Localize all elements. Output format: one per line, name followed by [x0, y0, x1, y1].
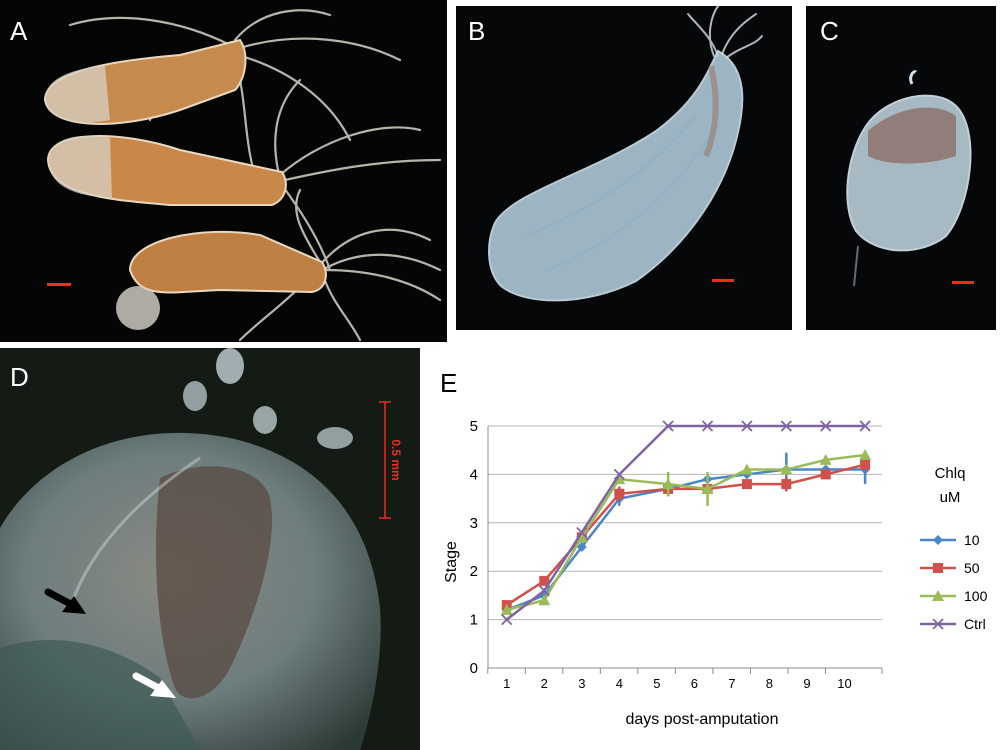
- stage-line-chart: 0 1 2 3 4 5 1 2 3 4 5 6 7 8 9 10 Chlq uM 10 50 100 Ctrl days…: [443, 418, 988, 728]
- panel-b-label: B: [468, 16, 486, 46]
- data-point: [613, 473, 626, 485]
- x-tick-label: 4: [616, 676, 623, 691]
- x-tick-label: 1: [503, 676, 510, 691]
- x-tick-label: 7: [728, 676, 735, 691]
- hydra-elongated-image: [456, 6, 792, 330]
- x-axis-label: days post-amputation: [626, 711, 779, 728]
- series-line-10: [506, 468, 866, 612]
- data-point: [538, 584, 550, 597]
- x-tick-label: 6: [691, 676, 698, 691]
- panel-d-label: D: [10, 362, 29, 392]
- data-point: [780, 463, 793, 475]
- series-line-100: [506, 453, 866, 612]
- legend-marker: [932, 590, 944, 601]
- y-tick-label: 5: [470, 418, 478, 435]
- chart-series: [500, 420, 872, 626]
- data-point: [662, 420, 674, 432]
- series-line-Ctrl: [505, 424, 866, 621]
- panel-c-label: C: [820, 16, 839, 46]
- x-tick-label: 9: [803, 676, 810, 691]
- data-point: [859, 420, 871, 432]
- data-point: [820, 420, 832, 432]
- y-axis-label: Stage: [443, 541, 460, 583]
- legend-marker: [933, 563, 943, 573]
- legend-label: 50: [964, 560, 980, 576]
- data-point: [701, 482, 714, 494]
- data-point: [741, 420, 753, 432]
- hydra-contracted-image: [806, 6, 996, 330]
- panel-d-photo: 0.5 mm D: [0, 348, 420, 750]
- data-point: [539, 575, 550, 586]
- chart-axes: 0 1 2 3 4 5 1 2 3 4 5 6 7 8 9 10: [470, 418, 883, 691]
- hydra-group-image: [0, 0, 447, 342]
- data-point: [576, 526, 588, 539]
- chart-legend: Chlq uM 10 50 100 Ctrl: [920, 465, 988, 632]
- scale-bar-a: [47, 283, 71, 286]
- data-point: [613, 468, 625, 481]
- data-point: [614, 488, 625, 499]
- data-point: [538, 594, 551, 606]
- data-point: [781, 479, 792, 490]
- x-tick-label: 5: [653, 676, 660, 691]
- y-tick-label: 2: [470, 563, 478, 580]
- data-point: [741, 479, 752, 490]
- data-point: [501, 613, 513, 626]
- data-point: [575, 531, 588, 543]
- black-arrow-icon: [44, 588, 86, 614]
- panel-b-photo: B: [456, 6, 792, 330]
- x-tick-label: 2: [541, 676, 548, 691]
- x-tick-label: 3: [578, 676, 585, 691]
- legend-marker: [932, 618, 944, 630]
- series-50: [501, 459, 871, 611]
- series-Ctrl: [501, 420, 871, 626]
- data-point: [662, 478, 675, 490]
- y-tick-label: 4: [470, 466, 478, 483]
- scale-bar-c: [952, 281, 974, 284]
- x-tick-label: 8: [766, 676, 773, 691]
- panel-c-photo: C: [806, 6, 996, 330]
- white-arrow-icon: [132, 672, 176, 698]
- data-point: [780, 420, 792, 432]
- panel-e-chart: E 0 1 2 3 4 5 1 2 3 4 5 6 7 8 9 10 Chlq uM 10 50 100 Ctrl da…: [420, 348, 1000, 750]
- y-tick-label: 3: [470, 515, 478, 532]
- scale-bar-b: [712, 279, 734, 282]
- series-100: [500, 449, 872, 615]
- data-point: [860, 459, 871, 470]
- legend-title: uM: [940, 489, 961, 506]
- data-point: [820, 469, 831, 480]
- legend-label: 10: [964, 532, 980, 548]
- panel-a-label: A: [10, 16, 28, 46]
- scale-label-d: 0.5 mm: [389, 439, 403, 480]
- data-point: [859, 449, 872, 461]
- data-point: [701, 420, 714, 432]
- data-point: [576, 542, 587, 552]
- data-point: [819, 453, 832, 465]
- legend-title: Chlq: [935, 465, 966, 482]
- legend-label: 100: [964, 588, 988, 604]
- scale-bar-d: [379, 401, 391, 519]
- x-tick-label: 10: [837, 676, 851, 691]
- panel-a-photo: A: [0, 0, 447, 342]
- panel-e-label: E: [440, 368, 458, 398]
- legend-item-Ctrl: Ctrl: [920, 616, 986, 632]
- y-tick-label: 0: [470, 660, 478, 677]
- data-point: [740, 463, 753, 475]
- legend-label: Ctrl: [964, 616, 986, 632]
- y-tick-label: 1: [470, 612, 478, 629]
- hydra-closeup-image: 0.5 mm: [0, 348, 420, 750]
- legend-item-50: 50: [920, 560, 980, 576]
- legend-item-10: 10: [920, 532, 980, 548]
- legend-marker: [933, 535, 943, 545]
- data-point: [500, 603, 513, 615]
- legend-item-100: 100: [920, 588, 988, 604]
- series-line-50: [506, 463, 866, 607]
